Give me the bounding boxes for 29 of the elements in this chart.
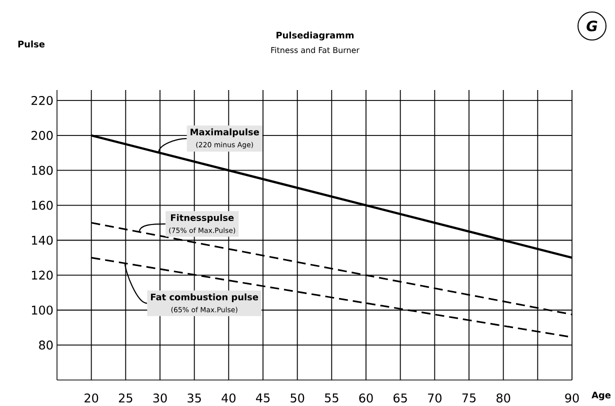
y-tick-label: 80 [39, 340, 53, 350]
x-axis-title: Age [592, 392, 611, 400]
y-tick-label: 180 [32, 166, 53, 175]
series-label: Fat combustion pulse [151, 293, 258, 302]
x-tick-label: 35 [188, 393, 201, 403]
x-tick-label: 25 [118, 393, 132, 403]
x-tick-label: 20 [84, 393, 98, 403]
y-tick-label: 100 [32, 306, 53, 315]
text: Maximalpulse [190, 128, 259, 138]
y-axis-title: Pulse [18, 40, 45, 48]
x-tick-label: 55 [324, 393, 338, 402]
x-tick-label: 60 [359, 393, 373, 403]
y-tick-label: 120 [32, 270, 53, 280]
y-tick-label: 220 [32, 96, 53, 106]
x-tick-label: 65 [394, 393, 407, 403]
text: G [586, 20, 598, 32]
y-tick-label: 140 [32, 236, 53, 245]
series-label: Fitnesspulse [171, 214, 234, 223]
x-tick-label: 70 [428, 393, 442, 403]
x-tick-label: 75 [462, 393, 476, 402]
y-tick-label: 160 [32, 200, 53, 210]
x-tick-label: 45 [256, 393, 270, 402]
x-tick-label: 80 [496, 393, 510, 403]
x-tick-label: 40 [222, 393, 236, 403]
x-tick-label: 50 [290, 393, 304, 403]
chart-title: Pulsediagramm [276, 32, 354, 40]
x-tick-label: 90 [565, 393, 579, 403]
y-tick-label: 200 [32, 130, 53, 140]
x-tick-label: 30 [153, 393, 167, 403]
